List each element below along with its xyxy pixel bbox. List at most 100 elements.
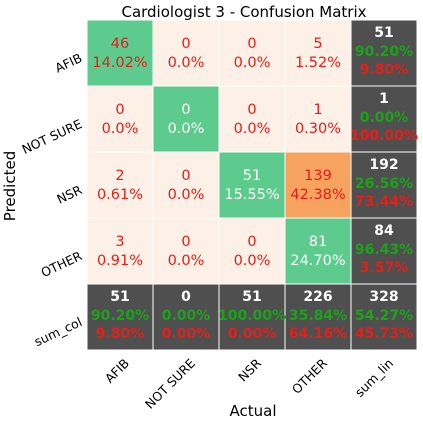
cell-error-pct: 9.80% bbox=[360, 62, 409, 78]
matrix-cell: 2 0.61% bbox=[87, 152, 153, 218]
cell-background bbox=[153, 218, 219, 284]
cell-pct: 15.55% bbox=[224, 187, 279, 203]
cell-background bbox=[285, 284, 351, 350]
matrix-cell: 1 0.30% bbox=[285, 86, 351, 152]
cell-error-pct: 73.44% bbox=[355, 194, 413, 210]
y-tick-label: NSR bbox=[54, 182, 84, 207]
cell-count: 0 bbox=[115, 102, 124, 118]
matrix-cell: 0 0.0% bbox=[87, 86, 153, 152]
matrix-cell: 51 90.20% 9.80% bbox=[351, 20, 417, 86]
cell-correct-pct: 54.27% bbox=[355, 308, 413, 324]
cell-error-pct: 0.00% bbox=[228, 326, 277, 342]
cell-background bbox=[87, 20, 153, 86]
y-tick-label: OTHER bbox=[39, 248, 85, 280]
cell-background bbox=[153, 284, 219, 350]
cell-count: 0 bbox=[181, 234, 190, 250]
cell-pct: 14.02% bbox=[92, 55, 147, 71]
cell-background bbox=[351, 20, 417, 86]
matrix-cells: 46 14.02% 0 0.0% 0 0.0% 5 1.52% 51 90.20% 9.80% 0 0.… bbox=[87, 20, 418, 350]
cell-pct: 0.91% bbox=[97, 253, 143, 269]
cell-count: 3 bbox=[115, 234, 124, 250]
cell-error-pct: 0.00% bbox=[162, 326, 211, 342]
cell-background bbox=[87, 86, 153, 152]
cell-background bbox=[153, 20, 219, 86]
cell-count: 81 bbox=[309, 234, 327, 250]
cell-background bbox=[153, 152, 219, 218]
cell-pct: 0.0% bbox=[168, 55, 205, 71]
cell-background bbox=[285, 218, 351, 284]
cell-count: 5 bbox=[313, 36, 322, 52]
cell-background bbox=[219, 218, 285, 284]
cell-count: 0 bbox=[181, 168, 190, 184]
cell-pct: 0.0% bbox=[234, 121, 271, 137]
y-tick-label: AFIB bbox=[53, 50, 85, 75]
cell-background bbox=[285, 86, 351, 152]
cell-pct: 42.38% bbox=[290, 187, 345, 203]
cell-count: 51 bbox=[243, 168, 261, 184]
cell-count: 0 bbox=[181, 289, 191, 305]
x-tick-label: AFIB bbox=[102, 356, 132, 386]
matrix-cell: 0 0.00% 0.00% bbox=[153, 284, 219, 350]
chart-title: Cardiologist 3 - Confusion Matrix bbox=[121, 3, 366, 21]
cell-background bbox=[351, 152, 417, 218]
cell-pct: 1.52% bbox=[295, 55, 341, 71]
cell-pct: 0.30% bbox=[295, 121, 341, 137]
cell-count: 51 bbox=[374, 25, 393, 41]
cell-pct: 0.0% bbox=[168, 187, 205, 203]
cell-correct-pct: 100.00% bbox=[218, 308, 286, 324]
x-tick-label: NOT SURE bbox=[142, 355, 198, 411]
x-tick-label: OTHER bbox=[289, 355, 331, 397]
matrix-cell: 226 35.84% 64.16% bbox=[285, 284, 351, 350]
cell-count: 328 bbox=[369, 289, 398, 305]
matrix-cell: 51 90.20% 9.80% bbox=[87, 284, 153, 350]
y-tick-labels: AFIB NOT SURE NSR OTHER sum_col bbox=[20, 50, 85, 349]
y-tick-label: sum_col bbox=[32, 314, 84, 349]
cell-count: 51 bbox=[242, 289, 261, 305]
cell-pct: 0.0% bbox=[234, 55, 271, 71]
matrix-cell: 328 54.27% 45.73% bbox=[351, 284, 417, 350]
cell-count: 1 bbox=[313, 102, 322, 118]
matrix-cell: 84 96.43% 3.57% bbox=[351, 218, 417, 284]
cell-count: 139 bbox=[304, 168, 332, 184]
matrix-cell: 139 42.38% bbox=[285, 152, 351, 218]
cell-error-pct: 9.80% bbox=[96, 326, 145, 342]
matrix-cell: 1 0.00% 100.00% bbox=[350, 86, 418, 152]
cell-correct-pct: 35.84% bbox=[289, 308, 347, 324]
matrix-cell: 0 0.0% bbox=[219, 86, 285, 152]
cell-background bbox=[219, 152, 285, 218]
cell-background bbox=[351, 284, 417, 350]
cell-count: 2 bbox=[115, 168, 124, 184]
matrix-cell: 51 100.00% 0.00% bbox=[218, 284, 286, 350]
cell-background bbox=[87, 218, 153, 284]
cell-background bbox=[285, 152, 351, 218]
cell-pct: 0.0% bbox=[234, 253, 271, 269]
cell-correct-pct: 0.00% bbox=[360, 110, 409, 126]
matrix-cell: 81 24.70% bbox=[285, 218, 351, 284]
matrix-cell: 51 15.55% bbox=[219, 152, 285, 218]
cell-correct-pct: 90.20% bbox=[355, 44, 413, 60]
cell-background bbox=[351, 86, 417, 152]
cell-correct-pct: 90.20% bbox=[91, 308, 149, 324]
cell-count: 0 bbox=[181, 36, 190, 52]
cell-correct-pct: 0.00% bbox=[162, 308, 211, 324]
cell-count: 0 bbox=[247, 102, 256, 118]
cell-error-pct: 64.16% bbox=[289, 326, 347, 342]
x-tick-label: NSR bbox=[235, 355, 264, 384]
matrix-cell: 0 0.0% bbox=[153, 86, 219, 152]
cell-count: 0 bbox=[247, 234, 256, 250]
matrix-cell: 5 1.52% bbox=[285, 20, 351, 86]
cell-background bbox=[219, 86, 285, 152]
cell-background bbox=[351, 218, 417, 284]
cell-count: 0 bbox=[181, 102, 190, 118]
cell-pct: 0.0% bbox=[168, 121, 205, 137]
cell-error-pct: 3.57% bbox=[360, 260, 409, 276]
cell-count: 226 bbox=[303, 289, 332, 305]
cell-background bbox=[87, 152, 153, 218]
cell-background bbox=[153, 86, 219, 152]
cell-correct-pct: 26.56% bbox=[355, 176, 413, 192]
matrix-cell: 0 0.0% bbox=[153, 152, 219, 218]
cell-background bbox=[87, 284, 153, 350]
cell-error-pct: 45.73% bbox=[355, 326, 413, 342]
matrix-cell: 3 0.91% bbox=[87, 218, 153, 284]
